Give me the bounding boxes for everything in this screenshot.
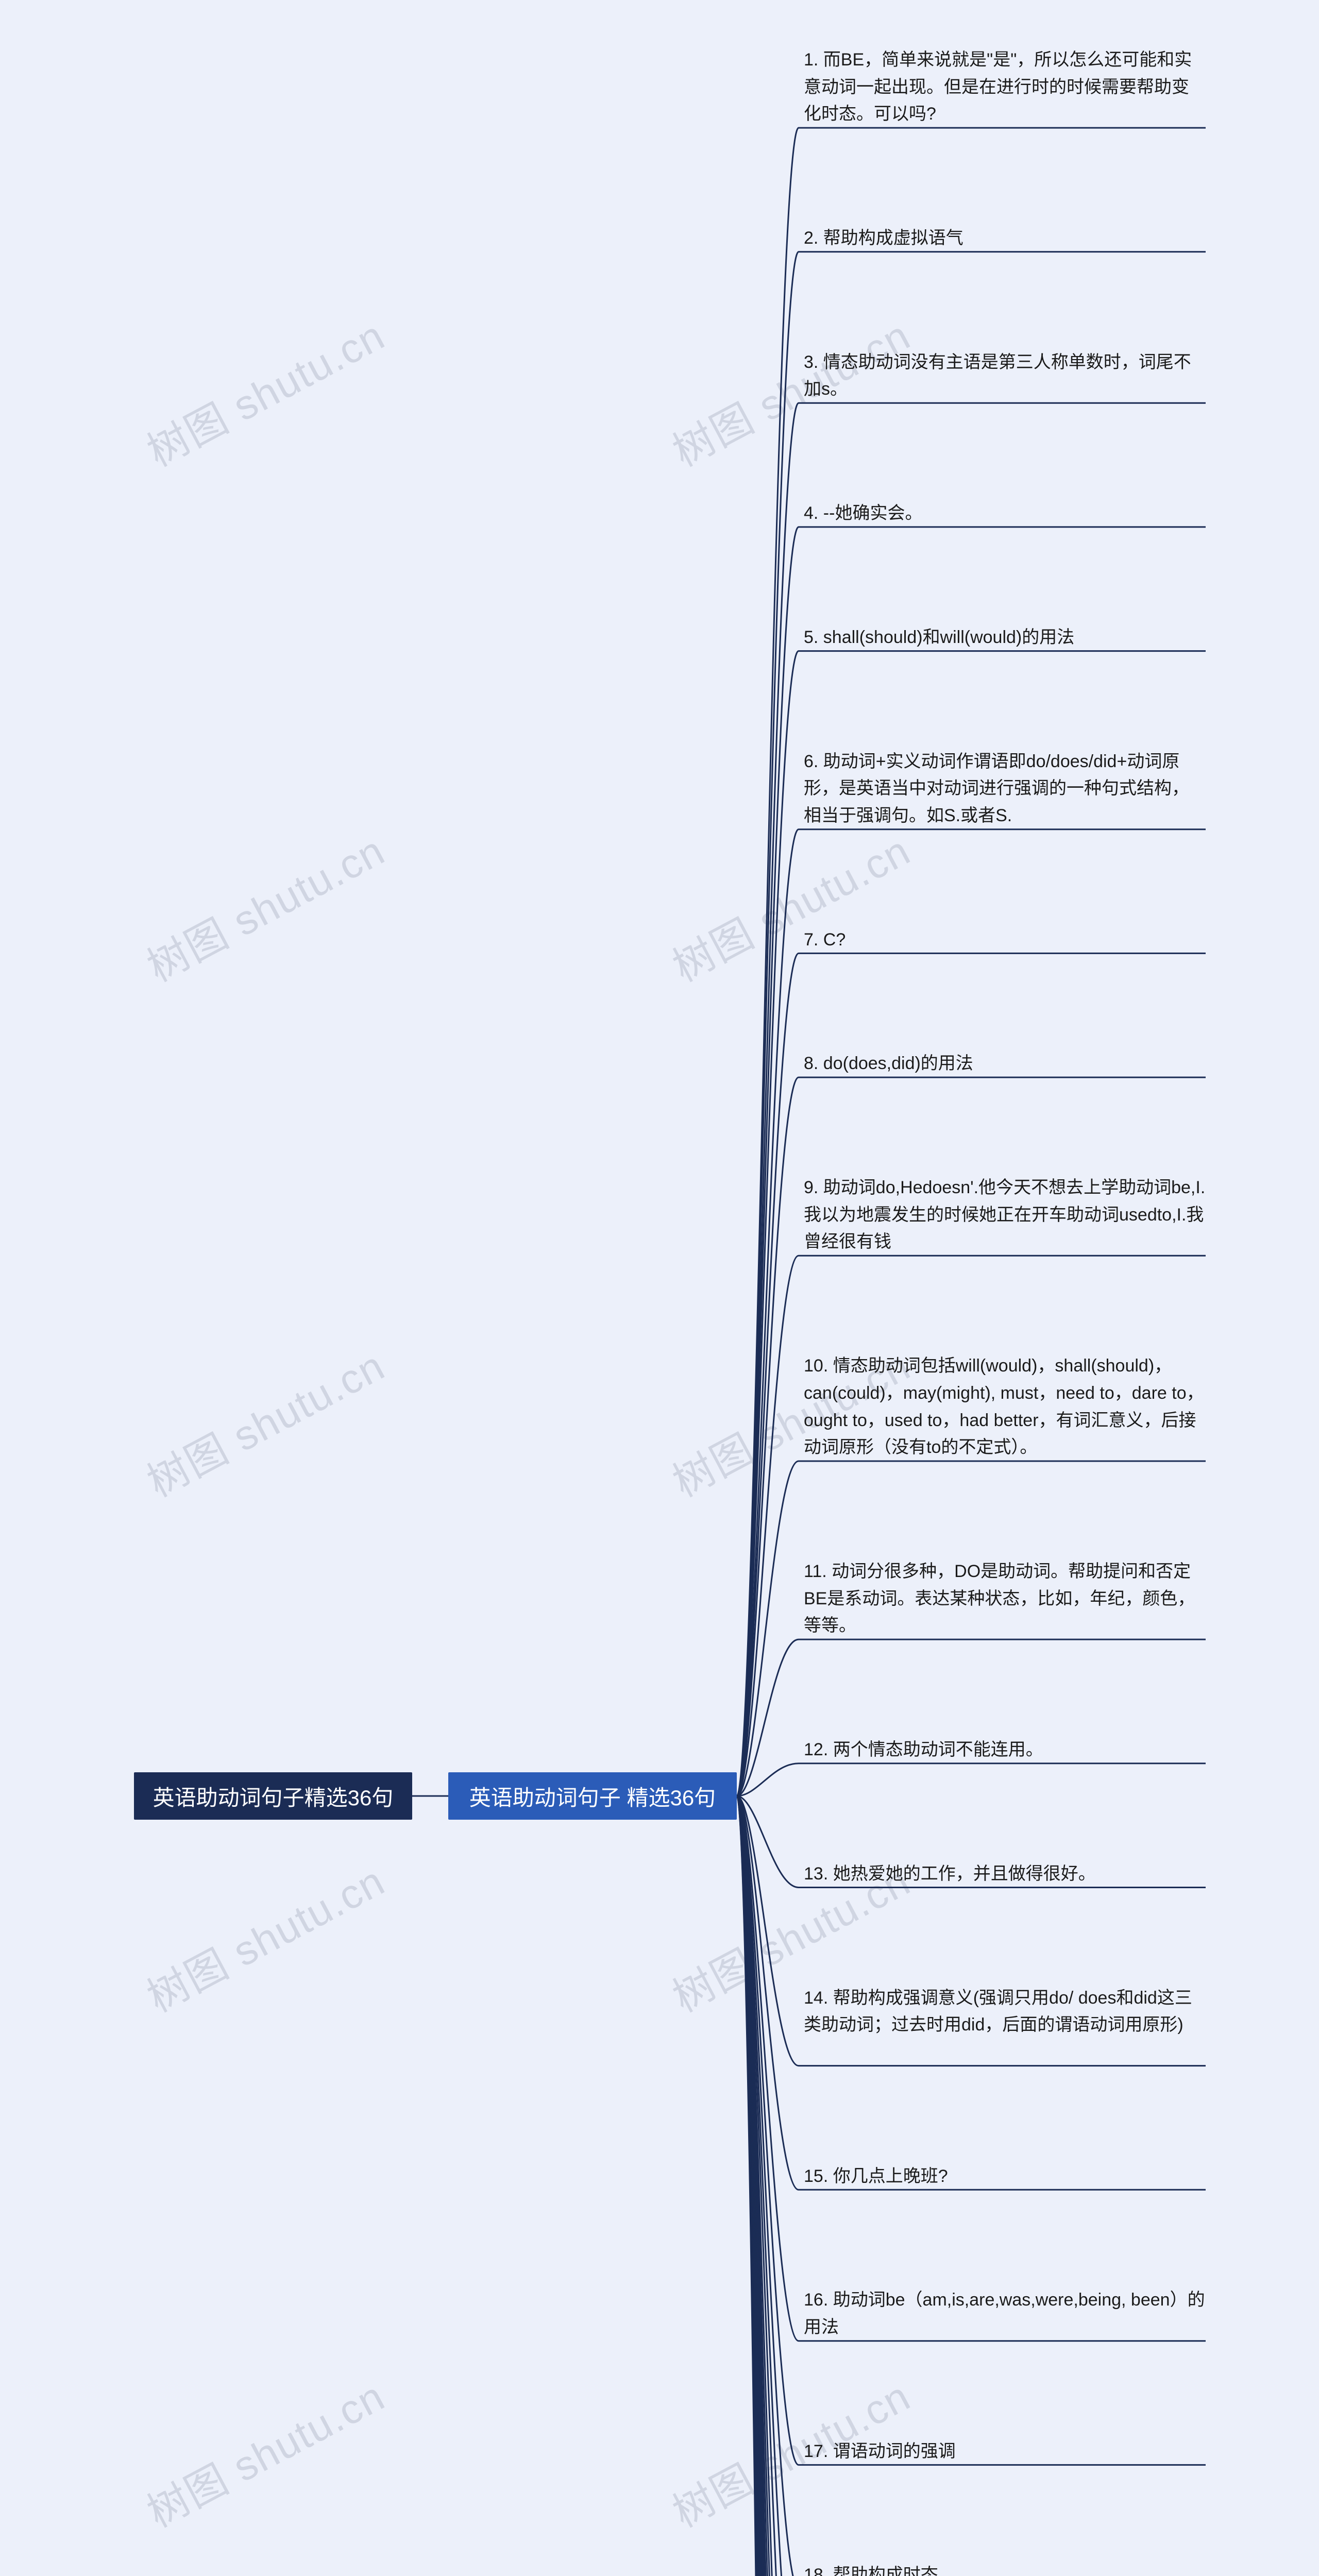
leaf-node[interactable]: 8. do(does,did)的用法 xyxy=(804,1050,1206,1077)
leaf-node[interactable]: 5. shall(should)和will(would)的用法 xyxy=(804,624,1206,651)
leaf-node[interactable]: 2. 帮助构成虚拟语气 xyxy=(804,225,1206,252)
root-label: 英语助动词句子精选36句 xyxy=(153,1781,394,1812)
leaf-node[interactable]: 4. --她确实会。 xyxy=(804,500,1206,527)
leaf-node[interactable]: 13. 她热爱她的工作，并且做得很好。 xyxy=(804,1860,1206,1888)
leaf-node[interactable]: 16. 助动词be（am,is,are,was,were,being, been… xyxy=(804,2286,1206,2341)
leaf-node[interactable]: 6. 助动词+实义动词作谓语即do/does/did+动词原形，是英语当中对动词… xyxy=(804,748,1206,829)
watermark: 树图 shutu.cn xyxy=(135,818,394,993)
watermark: 树图 shutu.cn xyxy=(135,1849,394,2024)
leaf-node[interactable]: 3. 情态助动词没有主语是第三人称单数时，词尾不加s。 xyxy=(804,349,1206,403)
watermark: 树图 shutu.cn xyxy=(135,303,394,478)
watermark: 树图 shutu.cn xyxy=(135,1333,394,1509)
leaf-node[interactable]: 17. 谓语动词的强调 xyxy=(804,2438,1206,2465)
mindmap-canvas: 树图 shutu.cn 树图 shutu.cn 树图 shutu.cn 树图 shut… xyxy=(0,0,1319,2576)
mid-node[interactable]: 英语助动词句子 精选36句 xyxy=(448,1772,737,1820)
watermark: 树图 shutu.cn xyxy=(135,2364,394,2539)
root-node[interactable]: 英语助动词句子精选36句 xyxy=(134,1772,412,1820)
leaf-node[interactable]: 7. C? xyxy=(804,926,1206,954)
leaf-node[interactable]: 12. 两个情态助动词不能连用。 xyxy=(804,1736,1206,1764)
leaf-node[interactable]: 1. 而BE，简单来说就是"是"，所以怎么还可能和实意动词一起出现。但是在进行时… xyxy=(804,46,1206,128)
leaf-node[interactable]: 11. 动词分很多种，DO是助动词。帮助提问和否定BE是系动词。表达某种状态，比… xyxy=(804,1558,1206,1639)
mid-label: 英语助动词句子 精选36句 xyxy=(469,1781,716,1812)
leaf-node[interactable]: 10. 情态助动词包括will(would)，shall(should)，can… xyxy=(804,1352,1206,1461)
leaf-node[interactable]: 15. 你几点上晚班? xyxy=(804,2163,1206,2190)
leaf-node[interactable]: 14. 帮助构成强调意义(强调只用do/ does和did这三类助动词；过去时用… xyxy=(804,1985,1206,2039)
leaf-node[interactable]: 18. 帮助构成时态 xyxy=(804,2562,1206,2576)
watermark: 树图 shutu.cn xyxy=(661,818,919,993)
leaf-node[interactable]: 9. 助动词do,Hedoesn'.他今天不想去上学助动词be,I.我以为地震发… xyxy=(804,1174,1206,1256)
